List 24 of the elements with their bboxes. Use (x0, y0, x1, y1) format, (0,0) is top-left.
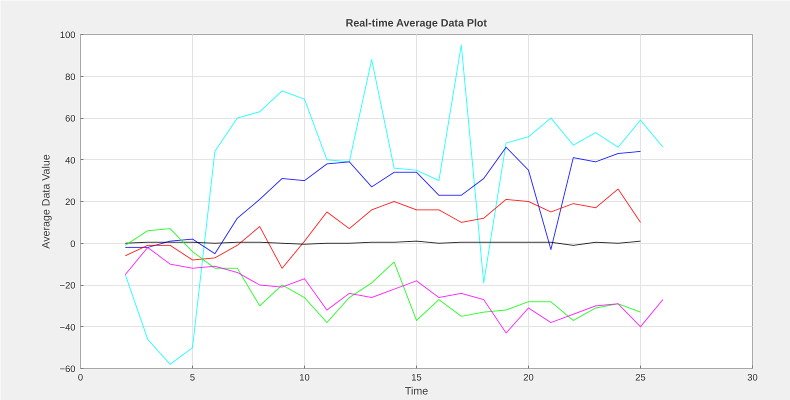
x-tick-label: 15 (411, 372, 422, 382)
y-tick-label: 100 (60, 30, 76, 40)
x-tick-label: 5 (190, 372, 196, 382)
line-series (124, 228, 641, 324)
x-tick-label: 30 (747, 372, 758, 382)
y-tick-label: −20 (60, 280, 76, 290)
x-tick-label: 10 (299, 372, 310, 382)
y-tick-label: 0 (70, 238, 76, 249)
line-series (124, 44, 664, 365)
y-tick-label: −40 (60, 322, 76, 332)
y-tick-label: 20 (65, 197, 76, 207)
y-axis-title: Average Data Value (40, 154, 53, 249)
x-axis-title: Time (404, 386, 428, 398)
line-series (124, 146, 641, 254)
chart-title: Real-time Average Data Plot (346, 18, 488, 30)
line-series (124, 188, 641, 269)
x-tick-label: 25 (635, 372, 646, 382)
x-tick-label: 20 (523, 372, 534, 382)
y-tick-label: −60 (60, 364, 76, 374)
x-tick-label: 0 (78, 372, 84, 382)
y-tick-label: 40 (65, 155, 76, 166)
y-tick-label: 60 (65, 114, 76, 124)
line-series (124, 246, 664, 334)
y-tick-label: 80 (65, 72, 76, 82)
